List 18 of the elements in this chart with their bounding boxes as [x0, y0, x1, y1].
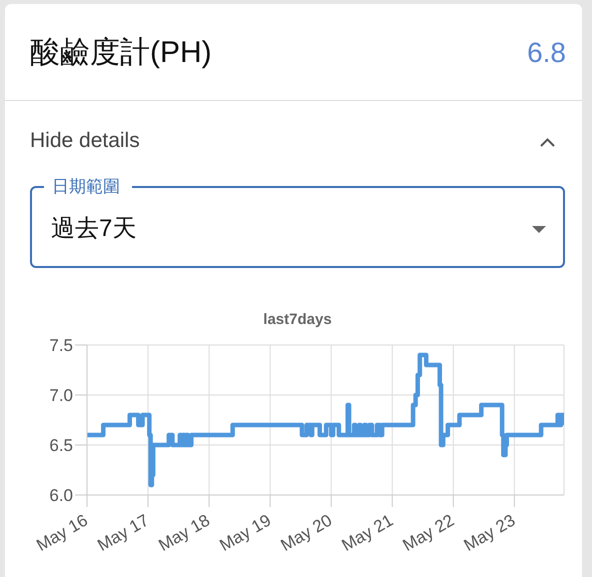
x-tick-label: May 22	[400, 510, 458, 555]
text: 酸鹼度計(PH)	[30, 35, 212, 71]
y-tick-label: 7.5	[49, 336, 73, 356]
x-tick-label: May 17	[94, 510, 152, 555]
x-tick-label: May 16	[33, 510, 91, 555]
x-tick-label: May 20	[277, 510, 336, 555]
chart-title: last7days	[262, 310, 333, 330]
x-tick-label: May 23	[460, 510, 518, 555]
y-tick-label: 7.0	[49, 386, 73, 406]
text: 過去7天	[51, 214, 136, 244]
y-tick-label: 6.5	[49, 436, 73, 456]
x-tick-label: May 18	[155, 510, 214, 555]
y-tick-label: 6.0	[49, 486, 73, 506]
text: 6.8	[527, 36, 566, 70]
x-tick-label: May 19	[216, 510, 274, 555]
x-tick-label: May 21	[338, 510, 396, 555]
text: Hide details	[30, 128, 140, 154]
text: 日期範圍	[52, 176, 120, 198]
